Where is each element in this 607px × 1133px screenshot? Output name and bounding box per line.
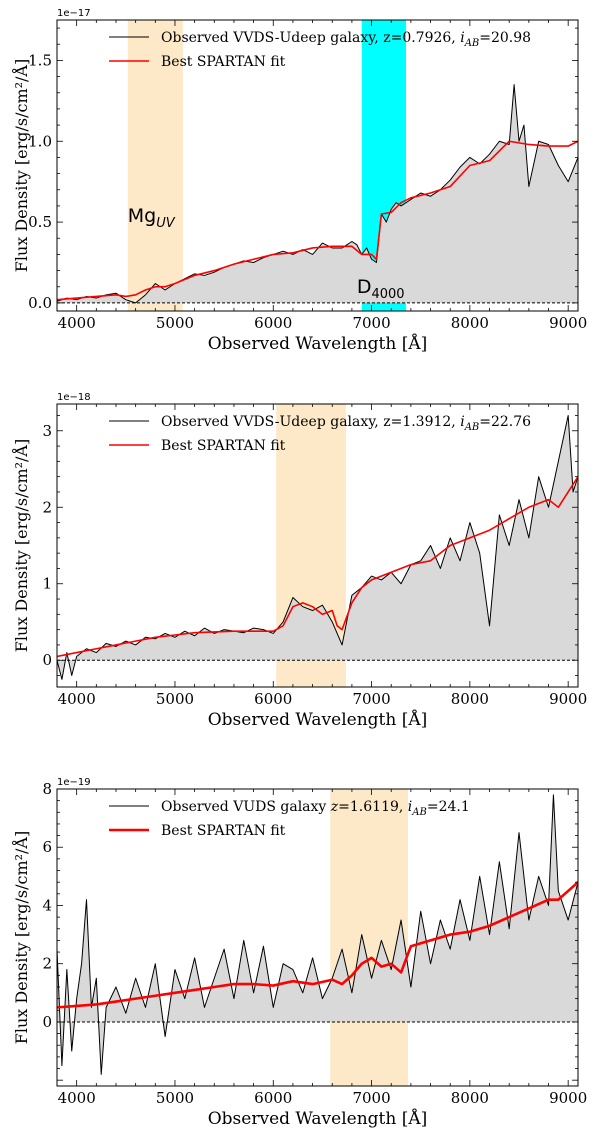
x-tick-label: 7000 bbox=[352, 314, 390, 332]
annotation-sub: UV bbox=[156, 216, 176, 231]
spectrum-fill bbox=[57, 84, 578, 303]
legend-text: =20.98 bbox=[479, 30, 531, 46]
legend-label-1: Observed VVDS-Udeep galaxy, z=1.3912, iA… bbox=[161, 414, 531, 433]
x-axis-label: Observed Wavelength [Å] bbox=[208, 1108, 428, 1129]
spartan-fit-line bbox=[57, 881, 578, 1009]
x-tick-label: 7000 bbox=[352, 690, 390, 708]
y-multiplier: 1e−18 bbox=[57, 392, 91, 403]
legend-text: Observed VUDS galaxy bbox=[161, 799, 331, 815]
legend-label-2: Best SPARTAN fit bbox=[161, 438, 286, 454]
x-tick-label: 4000 bbox=[58, 1089, 96, 1107]
legend-sub: AB bbox=[464, 38, 480, 49]
legend-sub: AB bbox=[411, 807, 427, 818]
spectrum-fill bbox=[57, 794, 578, 1075]
y-multiplier: 1e−19 bbox=[57, 777, 91, 788]
annotation-main: Mg bbox=[128, 205, 156, 227]
chart-panel-1: 4000 5000 6000 7000 8000 9000 0.0 0.5 1.0 1.5 1e−1… bbox=[11, 8, 587, 354]
x-tick-label: 9000 bbox=[549, 690, 587, 708]
legend-text: Observed VVDS-Udeep galaxy, z=0.7926, bbox=[161, 30, 460, 46]
spectrum-fill bbox=[57, 415, 578, 680]
x-tick-label: 5000 bbox=[156, 314, 194, 332]
y-axis-label: Flux Density [erg/s/cm²/Å] bbox=[11, 439, 31, 652]
y-axis-label: Flux Density [erg/s/cm²/Å] bbox=[11, 831, 31, 1044]
legend-i: i bbox=[408, 799, 412, 815]
x-tick-label: 9000 bbox=[549, 1089, 587, 1107]
x-tick-label: 8000 bbox=[451, 690, 489, 708]
legend-text: =24.1 bbox=[427, 799, 470, 815]
plot-area bbox=[57, 404, 578, 687]
annotation-main: D bbox=[357, 276, 372, 298]
plot-area bbox=[57, 20, 578, 311]
y-tick-label: 4 bbox=[42, 896, 52, 914]
spartan-fit-line bbox=[57, 476, 578, 658]
legend-text: Observed VVDS-Udeep galaxy, z=1.3912, bbox=[161, 414, 460, 430]
y-tick-label: 1 bbox=[42, 575, 52, 593]
chart-panel-2: 4000 5000 6000 7000 8000 9000 0 1 2 3 1e−18 Observe… bbox=[11, 392, 587, 730]
x-tick-label: 6000 bbox=[254, 1089, 292, 1107]
x-axis-label: Observed Wavelength [Å] bbox=[208, 333, 428, 354]
shaded-region-1 bbox=[127, 20, 183, 311]
plot-frame bbox=[56, 19, 579, 312]
x-tick-label: 4000 bbox=[58, 690, 96, 708]
legend-text: =22.76 bbox=[479, 414, 531, 430]
y-tick-label: 0.0 bbox=[28, 294, 52, 312]
x-tick-label: 4000 bbox=[58, 314, 96, 332]
y-tick-label: 2 bbox=[42, 955, 52, 973]
y-tick-label: 3 bbox=[42, 422, 52, 440]
x-tick-label: 8000 bbox=[451, 1089, 489, 1107]
y-tick-label: 6 bbox=[42, 838, 52, 856]
shaded-region-1 bbox=[330, 789, 408, 1086]
y-tick-label: 8 bbox=[42, 780, 52, 798]
legend-i: i bbox=[460, 414, 464, 430]
y-tick-label: 1.0 bbox=[28, 132, 52, 150]
y-tick-label: 0 bbox=[42, 1013, 52, 1031]
x-tick-label: 6000 bbox=[254, 314, 292, 332]
plot-frame bbox=[56, 403, 579, 688]
annotation-1: MgUV bbox=[128, 205, 176, 231]
legend-i: i bbox=[460, 30, 464, 46]
x-tick-label: 6000 bbox=[254, 690, 292, 708]
legend-sub: AB bbox=[464, 422, 480, 433]
legend-label-2: Best SPARTAN fit bbox=[161, 54, 286, 70]
x-tick-label: 7000 bbox=[352, 1089, 390, 1107]
observed-spectrum-line bbox=[57, 84, 578, 304]
chart-panel-3: 4000 5000 6000 7000 8000 9000 0 2 4 6 8 1e−19 Observ… bbox=[11, 777, 587, 1129]
plot-area bbox=[57, 789, 578, 1086]
y-tick-label: 0.5 bbox=[28, 213, 52, 231]
legend-z: z bbox=[330, 799, 339, 815]
y-tick-label: 1.5 bbox=[28, 51, 52, 69]
annotation-sub: 4000 bbox=[371, 287, 404, 302]
x-tick-label: 5000 bbox=[156, 690, 194, 708]
legend-label-1: Observed VUDS galaxy z=1.6119, iAB=24.1 bbox=[161, 799, 470, 818]
annotation-2: D4000 bbox=[357, 276, 405, 302]
legend-label-1: Observed VVDS-Udeep galaxy, z=0.7926, iA… bbox=[161, 30, 531, 49]
y-tick-label: 0 bbox=[42, 651, 52, 669]
y-tick-label: 2 bbox=[42, 498, 52, 516]
y-multiplier: 1e−17 bbox=[57, 8, 91, 19]
spartan-fit-line bbox=[57, 140, 578, 301]
y-axis-label: Flux Density [erg/s/cm²/Å] bbox=[11, 59, 31, 272]
legend-text: =1.6119, bbox=[338, 799, 408, 815]
x-tick-label: 8000 bbox=[451, 314, 489, 332]
plot-frame bbox=[56, 788, 579, 1087]
x-tick-label: 5000 bbox=[156, 1089, 194, 1107]
legend-label-2: Best SPARTAN fit bbox=[161, 823, 286, 839]
x-axis-label: Observed Wavelength [Å] bbox=[208, 709, 428, 730]
x-tick-label: 9000 bbox=[549, 314, 587, 332]
